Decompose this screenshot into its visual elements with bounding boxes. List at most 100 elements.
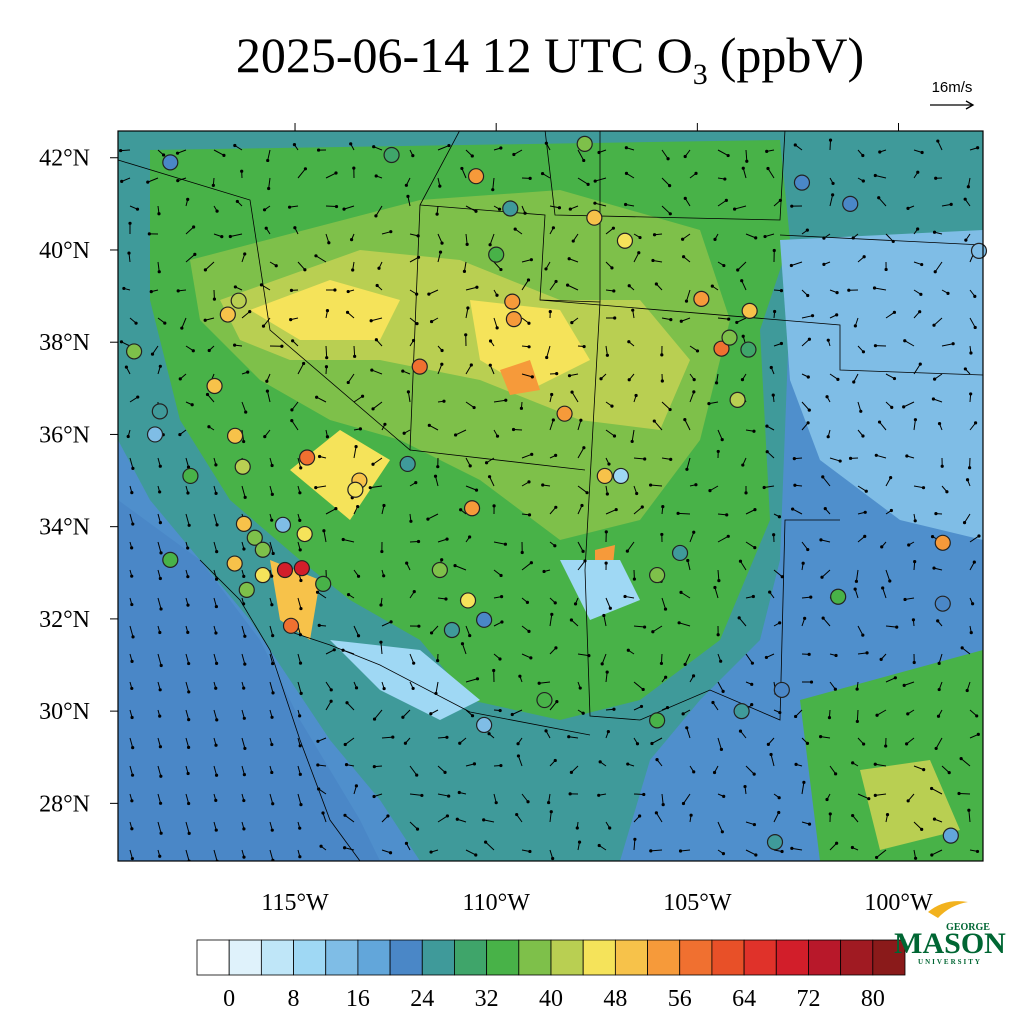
wind-arrow xyxy=(409,765,418,776)
wind-arrow-head xyxy=(854,579,859,583)
wind-arrow xyxy=(269,653,274,664)
wind-arrow-head xyxy=(319,844,323,848)
station xyxy=(586,209,603,226)
wind-arrow-head xyxy=(289,318,293,322)
wind-arrow-head xyxy=(551,856,555,861)
wind-arrow-head xyxy=(499,595,504,599)
station xyxy=(246,529,263,546)
wind-arrow-head xyxy=(878,150,882,154)
wind-arrow xyxy=(185,737,190,748)
wind-arrow-head xyxy=(740,378,745,382)
wind-arrow-head xyxy=(889,475,893,480)
lon-label: 100°W xyxy=(864,890,933,916)
wind-arrow-head xyxy=(515,812,519,817)
wind-arrow-head xyxy=(383,422,387,426)
wind-arrow-head xyxy=(874,855,879,860)
wind-arrow-head xyxy=(203,268,207,272)
wind-arrow xyxy=(885,677,896,683)
wind-arrow-head xyxy=(855,719,859,724)
wind-arrow-head xyxy=(655,758,659,762)
wind-arrow xyxy=(821,569,831,578)
wind-arrow-head xyxy=(635,742,640,746)
wind-arrow-head xyxy=(298,633,303,637)
wind-arrow xyxy=(801,401,810,411)
wind-arrow xyxy=(465,401,475,408)
wind-arrow-head xyxy=(411,154,415,158)
wind-arrow-head xyxy=(580,503,584,508)
wind-arrow-head xyxy=(544,729,548,733)
wind-arrow-head xyxy=(317,787,321,791)
wind-arrow-head xyxy=(178,377,182,381)
wind-arrow xyxy=(353,345,356,357)
wind-arrow xyxy=(879,421,887,431)
wind-arrow-head xyxy=(459,508,463,512)
wind-arrow-head xyxy=(379,603,383,607)
wind-arrow xyxy=(969,535,980,543)
station xyxy=(463,500,481,517)
wind-arrow-head xyxy=(862,255,866,259)
wind-arrow xyxy=(493,541,506,545)
wind-arrow-head xyxy=(597,843,601,848)
wind-arrow-head xyxy=(807,822,812,826)
wind-arrow-head xyxy=(831,181,835,186)
wind-arrow xyxy=(960,758,971,767)
station xyxy=(649,712,666,729)
wind-arrow-head xyxy=(433,474,438,478)
wind-arrow-head xyxy=(720,830,724,834)
wind-arrow xyxy=(521,373,533,378)
wind-arrow-head xyxy=(157,270,161,274)
wind-arrow-head xyxy=(298,744,302,748)
wind-arrow xyxy=(409,821,418,830)
wind-arrow-head xyxy=(681,255,686,259)
wind-arrow-head xyxy=(737,616,741,620)
wind-arrow-head xyxy=(913,519,917,523)
colorbar-box xyxy=(518,939,552,976)
wind-arrow xyxy=(875,174,887,179)
wind-arrow-head xyxy=(429,712,433,716)
wind-arrow-head xyxy=(472,405,476,410)
wind-arrow-head xyxy=(835,313,839,317)
wind-arrow xyxy=(269,793,274,804)
wind-arrow-head xyxy=(550,392,554,397)
wind-arrow-head xyxy=(740,279,744,283)
wind-arrow-head xyxy=(303,167,308,171)
wind-arrow-head xyxy=(612,707,616,711)
wind-arrow-head xyxy=(466,306,470,310)
wind-arrow-head xyxy=(334,507,338,511)
wind-arrow-head xyxy=(379,640,383,644)
wind-arrow-head xyxy=(744,491,748,495)
wind-arrow-head xyxy=(582,158,586,163)
wind-arrow-head xyxy=(651,258,655,263)
wind-arrow-head xyxy=(721,689,725,693)
colorbar-label: 16 xyxy=(346,986,370,1012)
wind-arrow-head xyxy=(726,534,730,538)
wind-arrow-head xyxy=(722,263,726,268)
wind-arrow-head xyxy=(120,179,124,184)
wind-arrow xyxy=(343,539,355,543)
wind-arrow-head xyxy=(158,490,162,494)
wind-arrow-head xyxy=(677,621,681,625)
wind-arrow-head xyxy=(930,786,934,791)
wind-arrow-head xyxy=(242,716,246,720)
wind-arrow-head xyxy=(193,252,197,256)
wind-arrow-head xyxy=(426,517,430,521)
wind-arrow-head xyxy=(457,790,461,795)
wind-arrow-head xyxy=(472,762,477,766)
wind-arrow-head xyxy=(529,561,533,565)
wind-arrow xyxy=(684,419,691,431)
wind-arrow-head xyxy=(826,435,830,439)
wind-arrow-head xyxy=(611,226,615,230)
wind-arrow-head xyxy=(242,773,246,777)
wind-arrow xyxy=(372,401,383,410)
wind-arrow-head xyxy=(861,153,865,158)
wind-arrow-head xyxy=(354,445,358,449)
wind-arrow-head xyxy=(765,149,769,153)
wind-arrow-head xyxy=(976,732,980,737)
wind-arrow-head xyxy=(131,746,135,750)
wind-arrow-head xyxy=(499,267,503,272)
wind-arrow xyxy=(291,420,299,431)
wind-arrow-head xyxy=(259,283,264,287)
wind-arrow-head xyxy=(354,784,358,788)
wind-arrow-head xyxy=(932,377,937,381)
wind-arrow-head xyxy=(769,752,773,757)
